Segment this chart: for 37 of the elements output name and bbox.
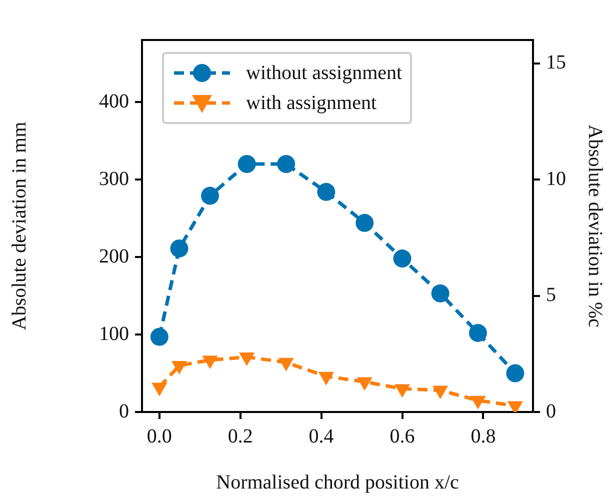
point — [432, 386, 448, 400]
point — [170, 239, 188, 258]
point — [202, 356, 218, 370]
point — [152, 382, 168, 396]
x-axis-title: Normalised chord position x/c — [216, 471, 459, 494]
point — [470, 396, 486, 410]
point — [318, 372, 334, 386]
x-tick-label: 0.8 — [470, 425, 496, 448]
y2-tick-label: 15 — [546, 52, 566, 74]
point — [239, 352, 255, 366]
y-tick-label: 0 — [119, 400, 129, 422]
point — [317, 182, 336, 201]
y2-tick-label: 5 — [546, 284, 556, 306]
point — [171, 361, 188, 374]
legend-label: with assignment — [246, 92, 377, 114]
point — [356, 377, 372, 391]
y2-tick-label: 10 — [546, 168, 566, 190]
y-tick-label: 300 — [99, 168, 129, 190]
point — [277, 155, 296, 173]
legend-label: without assignment — [246, 62, 402, 84]
point — [238, 155, 256, 173]
y-tick-label: 100 — [99, 322, 129, 345]
y2-axis-title: Absolute deviation in %c — [584, 124, 606, 328]
point — [356, 214, 374, 232]
x-tick-label: 0.2 — [228, 425, 253, 448]
y-axis-title: Absolute deviation in mm — [8, 121, 30, 330]
point — [393, 250, 412, 268]
y-tick-label: 200 — [99, 245, 129, 268]
y-tick-label: 400 — [99, 90, 129, 112]
x-tick-label: 0.0 — [146, 425, 172, 448]
point — [278, 358, 294, 372]
point — [431, 284, 450, 302]
x-tick-label: 0.4 — [308, 425, 334, 448]
y2-tick-label: 0 — [546, 400, 556, 422]
x-tick-label: 0.6 — [390, 425, 415, 448]
point — [201, 186, 219, 205]
point — [394, 384, 410, 398]
